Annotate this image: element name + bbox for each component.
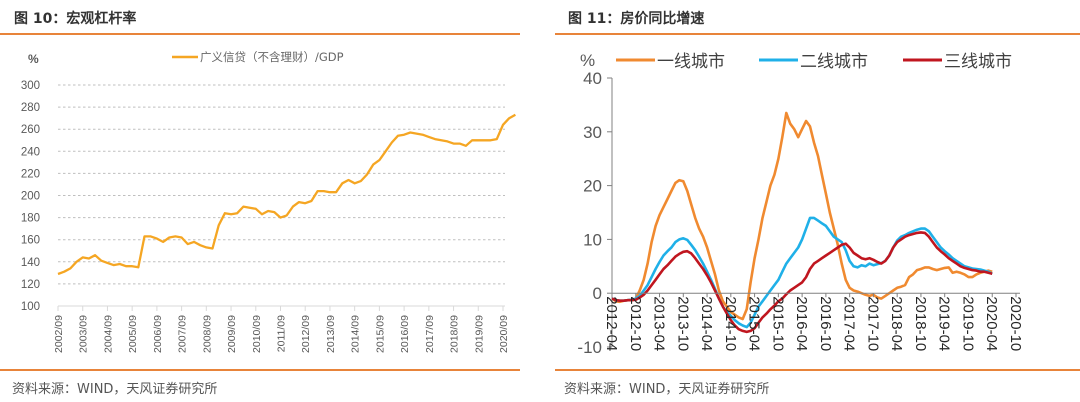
x-tick-label: 2013-10 (674, 296, 691, 351)
y-tick-label: 0 (593, 284, 602, 303)
legend-label-tier2: 二线城市 (800, 52, 868, 72)
legend-label-tier1: 一线城市 (657, 52, 725, 72)
x-tick-label: 2010/09 (251, 315, 263, 353)
y-tick-label: 160 (21, 235, 40, 247)
x-tick-label: 2018/09 (449, 315, 461, 353)
x-tick-label: 2003/09 (78, 315, 90, 353)
y-tick-label: 10 (583, 230, 602, 249)
x-tick-label: 2017-10 (864, 296, 881, 351)
figure-11-top-rule (555, 33, 1080, 35)
x-tick-label: 2015-10 (769, 296, 786, 351)
y-tick-label: 220 (21, 168, 40, 180)
x-tick-label: 2004/09 (102, 315, 114, 353)
x-tick-label: 2012-10 (627, 296, 644, 351)
figure-10-title: 图 10：宏观杠杆率 (14, 11, 137, 27)
x-tick-label: 2017-04 (841, 296, 858, 351)
x-tick-label: 2020-10 (1007, 296, 1024, 351)
x-tick-label: 2016/09 (399, 315, 411, 353)
y-tick-label: 300 (21, 80, 40, 92)
y-tick-label: 40 (583, 69, 602, 88)
x-tick-label: 2017/09 (424, 315, 436, 353)
x-tick-label: 2016-04 (793, 296, 810, 351)
x-axis: 2012-04 2012-10 2013-04 2013-10 2014-04 2014-… (603, 292, 1024, 351)
figure-11-title: 图 11：房价同比增速 (568, 11, 705, 27)
leverage-chart: 100 120 140 160 180 200 220 240 260 280 300 2002/0… (21, 50, 516, 353)
x-tick-label: 2002/09 (53, 315, 65, 353)
y-axis-ticks: 100 120 140 160 180 200 220 240 260 280 300 (21, 80, 40, 313)
x-tick-label: 2014-04 (698, 296, 715, 351)
x-tick-label: 2019-10 (959, 296, 976, 351)
x-tick-label: 2018-10 (912, 296, 929, 351)
y-tick-label: 30 (583, 123, 602, 142)
x-axis: 2002/09 2003/09 2004/09 2005/09 2006/09 2007/… (53, 305, 510, 353)
house-price-chart: -10 0 10 20 30 40 2012-04 2012-10 2013-04 2013-1… (577, 51, 1024, 357)
x-tick-label: 2012-04 (603, 296, 620, 351)
y-tick-label: 260 (21, 124, 40, 136)
grid-lines (58, 84, 505, 285)
legend-label-credit-gdp: 广义信贷（不含理财）/GDP (200, 50, 344, 64)
x-tick-label: 2019-04 (936, 296, 953, 351)
figure-10-panel: 图 10：宏观杠杆率 100 120 140 160 180 200 220 240 260 28… (0, 0, 520, 402)
figure-11-source: 资料来源：WIND，天风证券研究所 (564, 382, 770, 397)
y-tick-label: 120 (21, 279, 40, 291)
x-tick-label: 2016-10 (817, 296, 834, 351)
x-tick-label: 2020-04 (983, 296, 1000, 351)
x-tick-label: 2013-04 (651, 296, 668, 351)
series-line-credit-gdp (57, 113, 516, 276)
y-axis-unit-label: % (580, 51, 595, 70)
x-tick-label: 2009/09 (226, 315, 238, 353)
y-tick-label: 180 (21, 213, 40, 225)
y-axis-unit-label: % (28, 52, 39, 66)
series-line-tier3 (611, 231, 993, 334)
legend: 一线城市 二线城市 三线城市 (616, 52, 1012, 72)
x-tick-label: 2015/09 (374, 315, 386, 353)
series-group (611, 111, 993, 334)
figure-10-source: 资料来源：WIND，天风证券研究所 (12, 382, 218, 397)
y-axis-ticks: -10 0 10 20 30 40 (577, 69, 612, 357)
x-tick-label: 2012/09 (300, 315, 312, 353)
x-tick-label: 2011/09 (276, 315, 288, 352)
figure-10-bottom-rule (0, 369, 520, 371)
y-tick-label: 100 (21, 301, 40, 313)
x-tick-label: 2007/09 (177, 315, 189, 353)
x-tick-label: 2014-10 (722, 296, 739, 351)
y-tick-label: 200 (21, 191, 40, 203)
y-tick-label: 140 (21, 257, 40, 269)
x-tick-label: 2013/09 (325, 315, 337, 353)
y-tick-label: 20 (583, 177, 602, 196)
x-tick-label: 2019/09 (473, 315, 485, 353)
series-group (57, 113, 516, 276)
x-tick-label: 2020/09 (498, 315, 510, 353)
x-tick-label: 2018-04 (888, 296, 905, 351)
y-tick-label: 280 (21, 102, 40, 114)
figure-11-panel: 图 11：房价同比增速 -10 0 10 20 30 40 2012-04 2012-10 2… (555, 0, 1080, 402)
figure-10-top-rule (0, 33, 520, 35)
y-tick-label: -10 (577, 338, 602, 357)
series-line-tier2 (611, 216, 993, 329)
x-tick-label: 2015-04 (746, 296, 763, 351)
x-tick-label: 2005/09 (127, 315, 139, 353)
legend: 广义信贷（不含理财）/GDP (172, 50, 344, 64)
x-tick-label: 2006/09 (152, 315, 164, 353)
figure-11-bottom-rule (555, 369, 1080, 371)
series-line-tier1 (611, 111, 993, 321)
x-tick-label: 2008/09 (201, 315, 213, 353)
x-tick-label: 2014/09 (350, 315, 362, 353)
y-tick-label: 240 (21, 146, 40, 158)
legend-label-tier3: 三线城市 (944, 52, 1012, 72)
